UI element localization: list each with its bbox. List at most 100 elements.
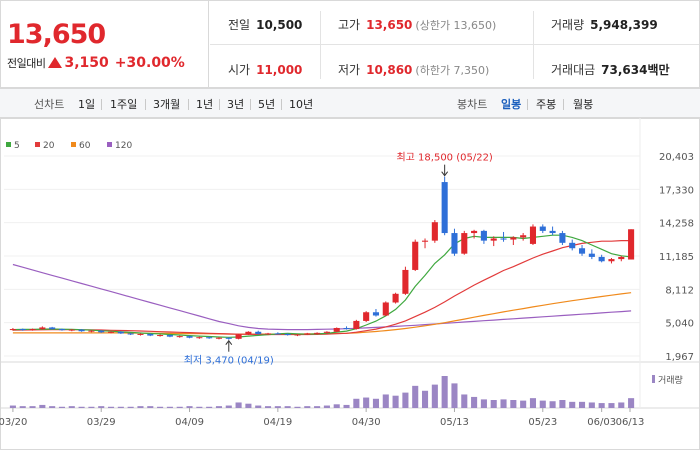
tab-1year[interactable]: 1년 [196, 98, 214, 111]
candle-body [274, 333, 281, 335]
y-tick-label: 11,185 [659, 252, 694, 263]
stat-sub: (상한가 13,650) [415, 19, 497, 32]
x-tick-label: 05/23 [528, 417, 557, 428]
stock-chart[interactable]: 20,403 17,330 14,258 11,185 8,112 5,040 1,967 0… [0, 118, 700, 450]
candle-body [98, 330, 105, 333]
legend-swatch [71, 142, 76, 147]
volume-bar [372, 398, 380, 408]
candle-body [402, 269, 409, 294]
legend-swatch [107, 142, 112, 147]
volume-bar [88, 406, 95, 408]
y-tick-label: 1,967 [665, 352, 694, 363]
stat-label: 저가 [338, 63, 361, 77]
candle-body [421, 240, 429, 242]
candle-body [255, 331, 262, 334]
volume-bar [490, 400, 497, 408]
volume-bar [598, 403, 605, 408]
stat-value: 10,500 [256, 18, 303, 32]
tab-divider [281, 99, 282, 110]
volume-bar [9, 405, 16, 408]
candle-body [618, 256, 625, 260]
volume-bar [529, 398, 537, 408]
candle-body [245, 331, 252, 335]
candle-body [127, 333, 134, 335]
tab-weekly-candle[interactable]: 주봉 [536, 98, 557, 111]
stat-value: 73,634 [601, 63, 648, 77]
x-tick-label: 03/20 [0, 417, 27, 428]
tab-daily-candle[interactable]: 일봉 [501, 98, 522, 111]
volume-bar [78, 406, 85, 408]
volume-bar [166, 406, 173, 408]
legend-label: 60 [79, 141, 91, 151]
volume-legend-swatch [652, 375, 655, 383]
candle-body [294, 334, 301, 336]
tab-5year[interactable]: 5년 [258, 98, 276, 111]
volume-bar [39, 404, 46, 408]
volume-bar [29, 406, 36, 408]
volume-bar [255, 405, 262, 408]
candle-body [264, 333, 272, 335]
up-arrow-icon [48, 57, 63, 68]
change-percent: +30.00% [114, 55, 185, 71]
tab-1week[interactable]: 1주일 [110, 98, 138, 111]
volume-bar [235, 402, 242, 408]
candle-body [157, 335, 164, 337]
candle-body [628, 229, 635, 260]
y-tick-label: 8,112 [665, 285, 694, 296]
candle-body [314, 332, 321, 334]
candle-body [529, 226, 537, 244]
volume-bar [431, 384, 438, 408]
volume-bar [578, 401, 586, 408]
volume-bar [510, 400, 517, 408]
stat-value: 13,650 [366, 18, 413, 32]
candle-body [588, 253, 595, 257]
candle-body [225, 337, 232, 339]
tab-3month[interactable]: 3개월 [153, 98, 181, 111]
ma60-line [12, 292, 632, 335]
stat-prev-close: 전일 10,500 [228, 16, 302, 33]
candle-body [549, 230, 556, 234]
volume-bar [323, 405, 330, 408]
candle-body [176, 336, 183, 338]
candle-body [304, 333, 311, 335]
candle-body [137, 333, 144, 335]
y-tick-label: 14,258 [659, 219, 694, 230]
tab-1day[interactable]: 1일 [78, 98, 96, 111]
volume-bar [274, 406, 281, 408]
volume-bar [588, 402, 595, 408]
chart-period-bar: 선차트 1일 1주일 3개월 1년 3년 5년 10년 봉차트 일봉 주봉 월봉 [0, 88, 700, 118]
volume-bar [186, 406, 193, 408]
stats-divider [320, 11, 321, 79]
y-tick-label: 20,403 [659, 152, 694, 163]
candle-body [29, 329, 36, 331]
volume-bar [98, 406, 105, 408]
tab-divider [563, 99, 564, 110]
tab-monthly-candle[interactable]: 월봉 [573, 98, 594, 111]
candle-body [608, 259, 615, 262]
x-tick-label: 04/09 [175, 417, 204, 428]
volume-bar [49, 406, 56, 408]
legend-label: 20 [43, 141, 55, 151]
volume-bar [421, 390, 429, 408]
volume-bar [480, 399, 487, 408]
volume-bar [441, 376, 448, 408]
max-price-annotation: 최고 18,500 (05/22) [396, 152, 492, 164]
stat-low: 저가 10,860 (하한가 7,350) [338, 61, 489, 78]
tab-10year[interactable]: 10년 [289, 98, 314, 111]
tab-divider [219, 99, 220, 110]
tab-3year[interactable]: 3년 [227, 98, 245, 111]
x-tick-label: 04/19 [263, 417, 292, 428]
candle-body [19, 329, 26, 331]
stats-divider [210, 44, 699, 45]
tab-divider [250, 99, 251, 110]
volume-bar [196, 406, 203, 408]
stat-label: 거래대금 [551, 63, 596, 77]
legend-swatch [35, 142, 40, 147]
candle-body [598, 256, 605, 262]
ma120-line [12, 263, 632, 331]
candle-body [206, 337, 213, 339]
candle-body [471, 230, 478, 234]
candle-body [520, 235, 527, 238]
stat-value: 10,860 [366, 63, 413, 77]
volume-bar [176, 406, 183, 408]
